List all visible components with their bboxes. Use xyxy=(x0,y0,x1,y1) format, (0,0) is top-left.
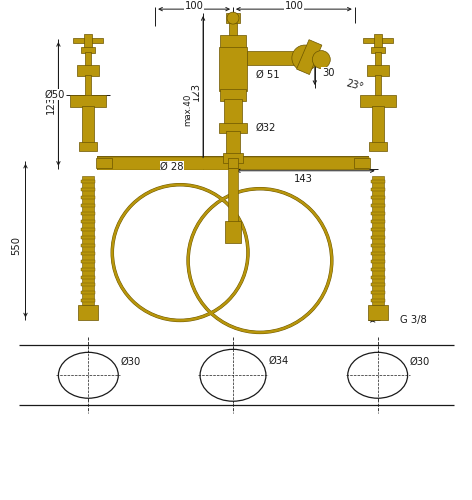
Text: Ø50: Ø50 xyxy=(44,90,65,100)
Bar xyxy=(224,99,242,125)
Bar xyxy=(371,220,385,222)
Bar xyxy=(81,212,95,214)
Bar xyxy=(375,52,380,67)
Bar xyxy=(220,35,246,48)
Bar xyxy=(82,106,94,144)
Bar xyxy=(371,212,385,214)
Bar xyxy=(371,236,385,238)
Bar xyxy=(81,268,95,270)
Bar xyxy=(79,142,97,151)
Bar xyxy=(228,158,238,168)
Text: 23°: 23° xyxy=(345,78,364,92)
Bar xyxy=(73,38,103,43)
Bar xyxy=(81,244,95,246)
Text: Ø34: Ø34 xyxy=(269,356,289,366)
Ellipse shape xyxy=(59,352,118,398)
Bar xyxy=(371,180,385,182)
Bar xyxy=(223,153,243,163)
Bar xyxy=(371,106,384,144)
Bar xyxy=(77,65,99,76)
Bar xyxy=(81,236,95,238)
Bar xyxy=(81,228,95,230)
Text: 550: 550 xyxy=(11,236,22,255)
Bar xyxy=(367,65,388,76)
Bar xyxy=(81,252,95,254)
Bar xyxy=(371,244,385,246)
Text: 123: 123 xyxy=(45,96,55,114)
Text: Ø30: Ø30 xyxy=(120,356,141,366)
Bar xyxy=(371,268,385,270)
Bar xyxy=(219,123,247,133)
Bar xyxy=(362,38,393,43)
Circle shape xyxy=(227,12,239,24)
Bar xyxy=(225,220,241,242)
Text: 100: 100 xyxy=(185,1,203,11)
Bar xyxy=(81,47,95,53)
Bar xyxy=(296,40,322,74)
Bar xyxy=(360,95,396,107)
Text: G 3/8: G 3/8 xyxy=(400,316,426,326)
Text: 143: 143 xyxy=(294,174,312,184)
Bar xyxy=(375,75,380,97)
Bar xyxy=(81,276,95,278)
Bar xyxy=(81,196,95,198)
Bar xyxy=(81,180,95,182)
Bar xyxy=(84,34,93,49)
Bar xyxy=(81,220,95,222)
Bar xyxy=(81,204,95,206)
Bar xyxy=(81,260,95,262)
Circle shape xyxy=(292,45,318,71)
Bar xyxy=(371,252,385,254)
Bar xyxy=(81,300,95,302)
Bar xyxy=(369,142,387,151)
Text: Ø30: Ø30 xyxy=(410,356,430,366)
Bar xyxy=(371,228,385,230)
Bar xyxy=(228,168,238,222)
Bar xyxy=(81,188,95,190)
Bar xyxy=(368,306,388,320)
Bar xyxy=(354,158,370,168)
Bar xyxy=(374,34,382,49)
Bar xyxy=(247,51,305,65)
Bar xyxy=(371,176,384,306)
Text: 100: 100 xyxy=(285,1,303,11)
Bar xyxy=(371,292,385,294)
Ellipse shape xyxy=(348,352,408,398)
Bar xyxy=(219,47,247,91)
Bar xyxy=(85,75,92,97)
Ellipse shape xyxy=(200,350,266,401)
Bar xyxy=(371,47,385,53)
Bar xyxy=(229,23,237,37)
Text: max.40: max.40 xyxy=(184,94,193,126)
Bar xyxy=(371,284,385,286)
Bar xyxy=(371,188,385,190)
Text: Ø 51: Ø 51 xyxy=(256,70,279,80)
Bar xyxy=(226,131,240,155)
Circle shape xyxy=(312,50,330,68)
Bar xyxy=(220,89,246,101)
Text: Ø 28: Ø 28 xyxy=(160,162,184,172)
Bar xyxy=(226,13,240,23)
Bar xyxy=(70,95,106,107)
Text: 123: 123 xyxy=(191,82,201,102)
Text: 30: 30 xyxy=(322,68,334,78)
Bar xyxy=(81,292,95,294)
Bar xyxy=(78,306,98,320)
Bar xyxy=(81,284,95,286)
Bar xyxy=(371,276,385,278)
Text: Ø32: Ø32 xyxy=(256,123,276,133)
Bar xyxy=(371,204,385,206)
Bar xyxy=(96,158,112,168)
Bar xyxy=(85,52,92,67)
Bar xyxy=(371,260,385,262)
Bar xyxy=(371,300,385,302)
Bar xyxy=(82,176,94,306)
Bar xyxy=(371,196,385,198)
